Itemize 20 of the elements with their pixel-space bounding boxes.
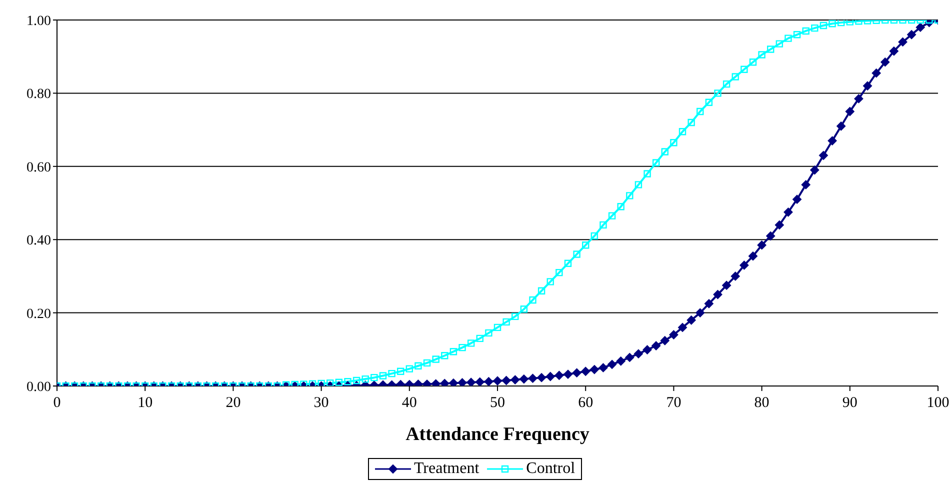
y-tick-label: 1.00	[26, 14, 51, 29]
y-tick-label: 0.20	[26, 306, 51, 322]
x-tick-label: 80	[754, 395, 770, 411]
y-tick-label: 0.80	[26, 87, 51, 102]
x-tick-label: 70	[666, 395, 682, 411]
y-tick-label: 0.60	[26, 160, 51, 176]
x-tick-label: 100	[926, 395, 950, 411]
y-tick-label: 0.40	[26, 234, 51, 249]
y-tick-label: 0.00	[26, 380, 51, 395]
x-tick-label: 30	[314, 395, 329, 411]
legend-label: Treatment	[414, 460, 480, 478]
legend-label: Control	[526, 460, 576, 478]
x-tick-label: 10	[138, 395, 153, 411]
x-axis-title: Attendance Frequency	[406, 424, 590, 445]
x-tick-label: 60	[578, 395, 594, 411]
x-tick-label: 40	[402, 395, 417, 411]
x-tick-label: 0	[53, 395, 61, 411]
x-tick-label: 50	[490, 395, 505, 411]
x-tick-label: 90	[842, 395, 858, 411]
x-tick-label: 20	[226, 395, 241, 411]
